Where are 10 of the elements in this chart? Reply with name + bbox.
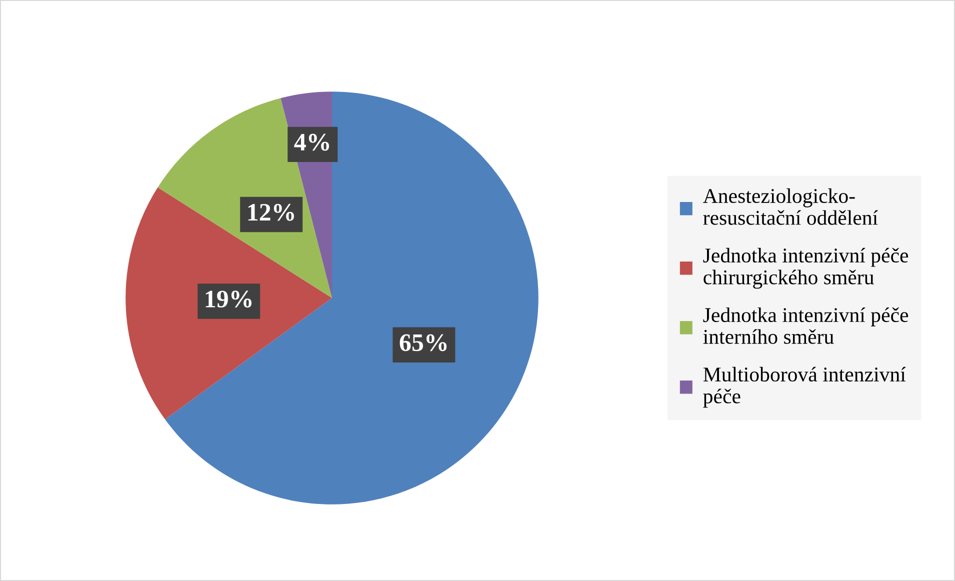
data-label: 12% [248,204,294,221]
pie-slice [165,92,538,504]
data-label: 65% [400,334,447,352]
data-label: 4% [294,134,330,151]
legend-label: Jednotka intenzivní péče chirurgického směru [703,248,908,289]
legend-label: Multioborová intenzivní péče [703,366,906,408]
data-label: 19% [206,290,252,308]
legend-label: Jednotka intenzivní péče interního směru [703,307,908,344]
pie-slice [126,187,332,420]
legend-label: Anesteziologicko- resuscitační oddělení [703,188,878,225]
